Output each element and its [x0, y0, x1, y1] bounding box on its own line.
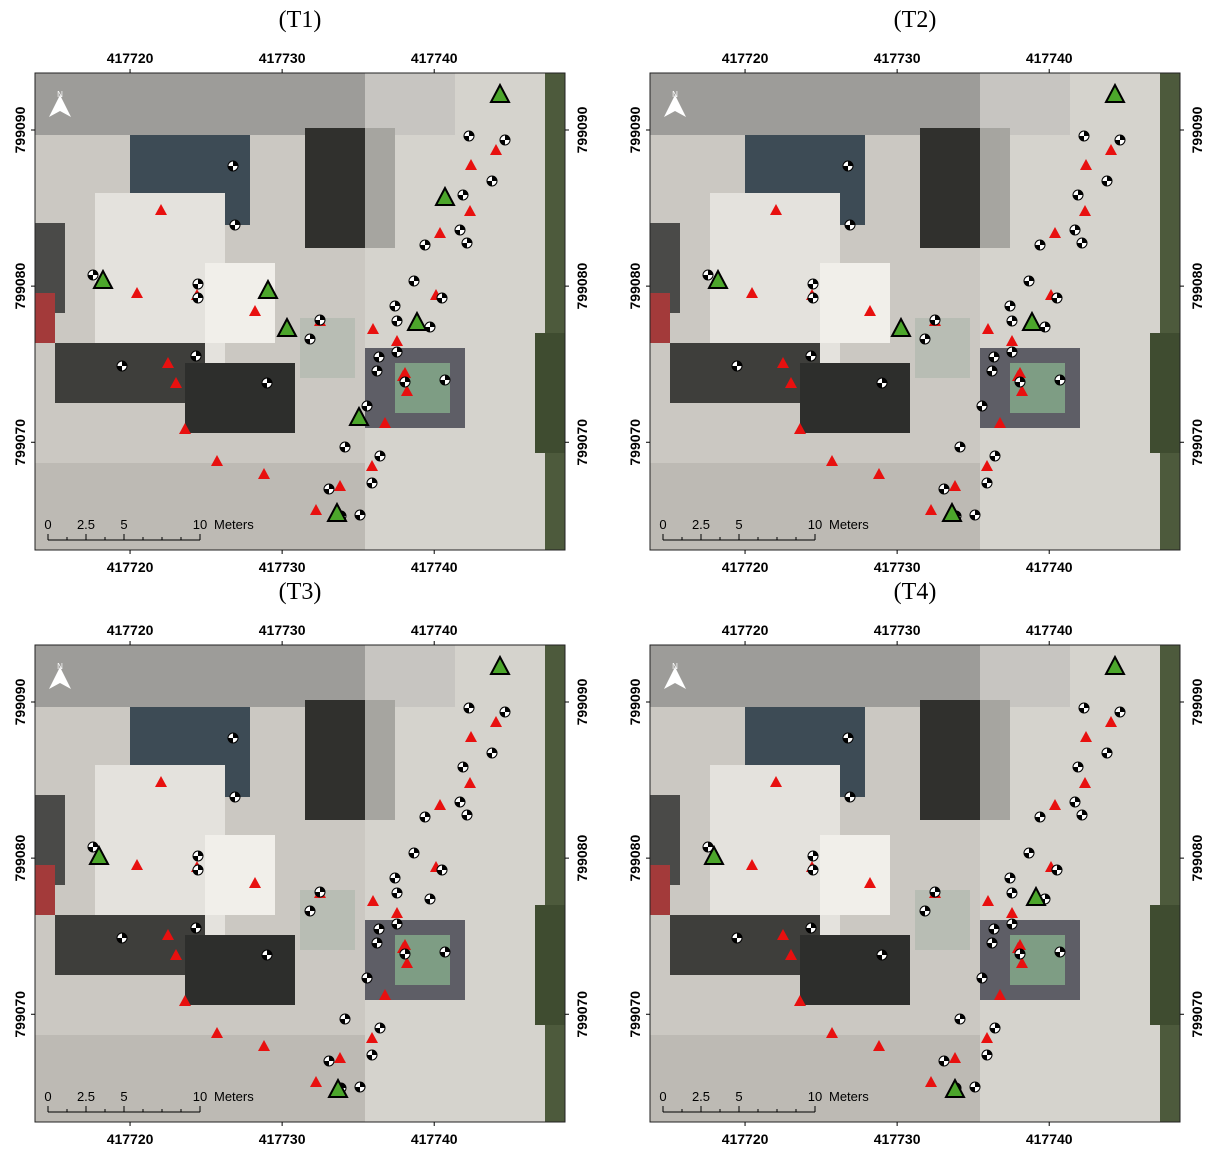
panel-title: (T4)	[894, 579, 937, 605]
north-label: N	[57, 90, 63, 99]
x-tick-label: 417740	[411, 50, 458, 66]
map-frame	[35, 73, 565, 550]
x-tick-label: 417730	[874, 50, 921, 66]
y-tick-label: 799080	[627, 835, 643, 882]
figure: (T1) (T2) (T3) (T4) N 417720 417720 417730 4…	[0, 0, 1208, 1156]
panel-title: (T1)	[279, 7, 322, 33]
scale-label: 10	[193, 517, 207, 532]
x-tick-label: 417740	[1026, 50, 1073, 66]
x-tick-label: 417720	[722, 50, 769, 66]
x-tick-label: 417740	[1026, 1131, 1073, 1147]
y-tick-label: 799070	[12, 991, 28, 1038]
y-tick-label: 799080	[574, 263, 590, 310]
scale-unit: Meters	[214, 517, 254, 532]
x-tick-label: 417720	[107, 622, 154, 638]
scale-label: 10	[808, 1089, 822, 1104]
map-image	[35, 73, 565, 550]
scale-label: 0	[659, 1089, 666, 1104]
scale-label: 2.5	[692, 1089, 710, 1104]
x-tick-label: 417720	[107, 559, 154, 575]
map-panel: N 417720 417720 417730 417730 417740 417740 799…	[627, 622, 1205, 1147]
north-label: N	[57, 662, 63, 671]
scale-label: 10	[193, 1089, 207, 1104]
y-tick-label: 799080	[627, 263, 643, 310]
scale-label: 0	[44, 517, 51, 532]
panel-title: (T2)	[894, 7, 937, 33]
y-tick-label: 799090	[574, 106, 590, 153]
map-frame	[650, 73, 1180, 550]
map-image	[35, 645, 565, 1122]
x-tick-label: 417730	[874, 1131, 921, 1147]
x-tick-label: 417720	[107, 50, 154, 66]
y-tick-label: 799080	[12, 263, 28, 310]
y-tick-label: 799080	[1189, 835, 1205, 882]
y-tick-label: 799070	[12, 419, 28, 466]
y-tick-label: 799070	[574, 991, 590, 1038]
y-tick-label: 799080	[1189, 263, 1205, 310]
scale-label: 2.5	[692, 517, 710, 532]
x-tick-label: 417740	[411, 559, 458, 575]
y-tick-label: 799090	[1189, 106, 1205, 153]
y-tick-label: 799090	[574, 678, 590, 725]
map-frame	[35, 645, 565, 1122]
y-tick-label: 799090	[12, 106, 28, 153]
y-tick-label: 799090	[1189, 678, 1205, 725]
x-tick-label: 417730	[874, 622, 921, 638]
scale-unit: Meters	[829, 1089, 869, 1104]
scale-label: 2.5	[77, 1089, 95, 1104]
y-tick-label: 799070	[627, 991, 643, 1038]
map-image	[650, 73, 1180, 550]
x-tick-label: 417740	[1026, 559, 1073, 575]
y-tick-label: 799080	[574, 835, 590, 882]
x-tick-label: 417740	[1026, 622, 1073, 638]
x-tick-label: 417740	[411, 1131, 458, 1147]
map-panel: N 417720 417720 417730 417730 417740 417740 799…	[12, 622, 590, 1147]
x-tick-label: 417730	[259, 622, 306, 638]
x-tick-label: 417740	[411, 622, 458, 638]
map-panel: N 417720 417720 417730 417730 417740 417740 799…	[12, 50, 590, 575]
map-image	[650, 645, 1180, 1122]
y-tick-label: 799080	[12, 835, 28, 882]
y-tick-label: 799090	[627, 678, 643, 725]
y-tick-label: 799070	[1189, 419, 1205, 466]
scale-label: 2.5	[77, 517, 95, 532]
scale-label: 10	[808, 517, 822, 532]
scale-label: 5	[120, 1089, 127, 1104]
scale-unit: Meters	[214, 1089, 254, 1104]
x-tick-label: 417730	[259, 559, 306, 575]
scale-label: 0	[659, 517, 666, 532]
x-tick-label: 417720	[722, 622, 769, 638]
y-tick-label: 799070	[574, 419, 590, 466]
scale-unit: Meters	[829, 517, 869, 532]
map-frame	[650, 645, 1180, 1122]
x-tick-label: 417720	[722, 559, 769, 575]
x-tick-label: 417730	[259, 50, 306, 66]
scale-label: 5	[120, 517, 127, 532]
panel-title: (T3)	[279, 579, 322, 605]
y-tick-label: 799090	[627, 106, 643, 153]
scale-label: 0	[44, 1089, 51, 1104]
map-panel: N 417720 417720 417730 417730 417740 417740 799…	[627, 50, 1205, 575]
y-tick-label: 799090	[12, 678, 28, 725]
x-tick-label: 417730	[874, 559, 921, 575]
north-label: N	[672, 662, 678, 671]
scale-label: 5	[735, 517, 742, 532]
y-tick-label: 799070	[627, 419, 643, 466]
x-tick-label: 417720	[107, 1131, 154, 1147]
y-tick-label: 799070	[1189, 991, 1205, 1038]
north-label: N	[672, 90, 678, 99]
x-tick-label: 417730	[259, 1131, 306, 1147]
x-tick-label: 417720	[722, 1131, 769, 1147]
scale-label: 5	[735, 1089, 742, 1104]
